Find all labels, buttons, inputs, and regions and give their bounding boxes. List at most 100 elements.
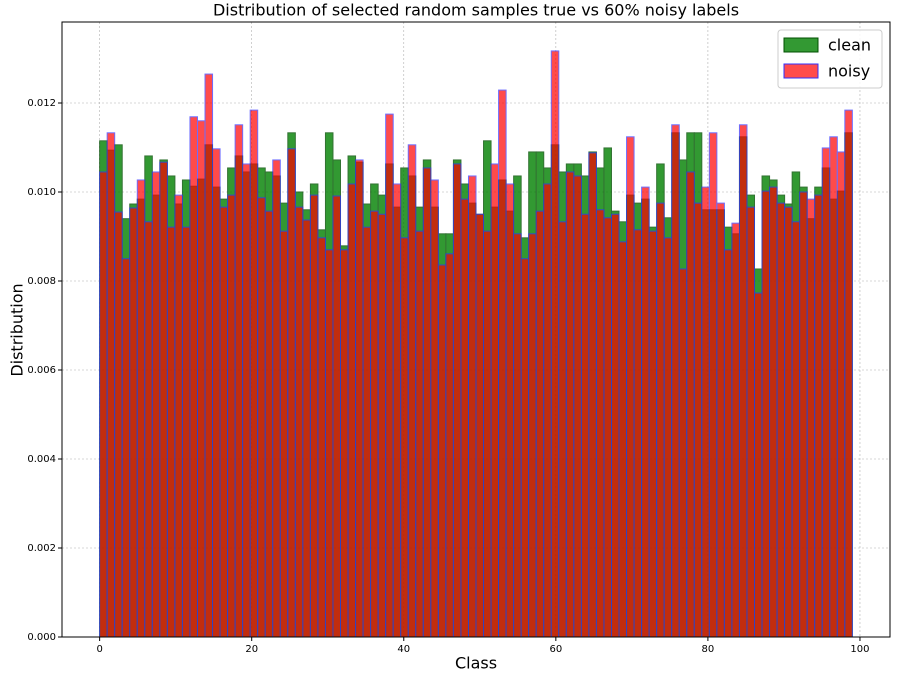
- bar: [663, 237, 673, 638]
- bar: [588, 152, 597, 638]
- bar: [641, 186, 650, 638]
- bar: [196, 120, 206, 638]
- bar: [603, 217, 612, 638]
- bar: [844, 109, 853, 638]
- bar: [234, 124, 244, 638]
- bar: [483, 230, 492, 638]
- bar: [144, 221, 153, 638]
- legend-swatch: [783, 37, 819, 53]
- x-tick-label: 40: [397, 644, 410, 655]
- y-tick-label: 0.012: [27, 98, 56, 109]
- bar: [370, 210, 379, 638]
- y-tick-label: 0.006: [27, 365, 56, 376]
- bar: [437, 264, 447, 638]
- bar: [219, 206, 229, 638]
- bar: [129, 207, 138, 638]
- bar: [784, 206, 793, 638]
- bar: [242, 163, 251, 638]
- bar: [362, 226, 372, 638]
- bar: [693, 202, 703, 638]
- bar: [166, 226, 176, 638]
- bar: [430, 179, 439, 638]
- x-tick-label: 60: [549, 644, 562, 655]
- bar: [565, 171, 575, 638]
- bar: [121, 258, 131, 638]
- bar: [347, 183, 357, 638]
- bar: [761, 190, 771, 638]
- bar: [257, 197, 266, 638]
- bar: [520, 258, 530, 638]
- x-tick-label: 20: [245, 644, 258, 655]
- bar: [738, 124, 748, 638]
- bar: [746, 206, 756, 638]
- y-axis-label: Distribution: [8, 283, 27, 376]
- bar: [610, 213, 620, 638]
- bar: [708, 132, 718, 638]
- bar: [716, 202, 725, 638]
- bar: [618, 241, 628, 638]
- bar: [400, 237, 409, 638]
- bar: [272, 159, 281, 638]
- bar: [174, 194, 183, 638]
- series: [99, 50, 853, 638]
- bar: [573, 175, 582, 638]
- bar: [415, 230, 424, 638]
- x-tick-label: 0: [96, 644, 102, 655]
- bar: [799, 191, 808, 638]
- bar: [814, 194, 823, 638]
- bar: [422, 167, 432, 638]
- bar: [355, 159, 364, 638]
- bar: [181, 226, 191, 638]
- bar: [385, 113, 394, 638]
- bar: [656, 202, 665, 638]
- bar: [159, 161, 168, 638]
- bar: [513, 233, 522, 638]
- y-tick-label: 0.008: [27, 276, 56, 287]
- bar: [550, 50, 560, 638]
- bar: [701, 186, 710, 638]
- y-tick-label: 0.002: [27, 543, 56, 554]
- bar: [528, 233, 537, 638]
- legend-label: noisy: [828, 62, 870, 81]
- bar: [407, 144, 417, 638]
- bar: [392, 183, 402, 638]
- bar: [287, 148, 296, 638]
- x-axis-label: Class: [455, 654, 497, 673]
- bar: [633, 229, 643, 638]
- bar: [626, 136, 635, 638]
- bar: [829, 136, 838, 638]
- bar: [806, 198, 816, 638]
- bar: [114, 211, 123, 638]
- bar: [99, 171, 108, 638]
- bar: [731, 222, 740, 638]
- bar: [136, 179, 146, 638]
- bar: [324, 249, 334, 638]
- bar: [836, 151, 846, 638]
- bar: [227, 194, 236, 638]
- bar: [580, 213, 590, 638]
- y-tick-label: 0.010: [27, 187, 56, 198]
- bar: [302, 219, 311, 638]
- bar: [505, 183, 515, 638]
- chart-title: Distribution of selected random samples …: [213, 1, 739, 20]
- bar: [498, 89, 507, 638]
- bar: [543, 183, 552, 638]
- bar: [106, 132, 116, 638]
- bar: [723, 249, 733, 638]
- bar: [769, 186, 778, 638]
- bar: [686, 171, 695, 638]
- bar: [204, 73, 214, 638]
- bar: [189, 116, 198, 638]
- bar: [595, 209, 605, 638]
- plot-frame: [61, 21, 891, 638]
- legend-swatch: [783, 63, 819, 79]
- bar: [475, 213, 485, 638]
- bar: [151, 171, 161, 638]
- bar: [377, 213, 387, 638]
- bar: [490, 163, 500, 638]
- bar: [648, 230, 658, 638]
- x-tick-label: 100: [850, 644, 869, 655]
- bar: [264, 210, 274, 638]
- bar: [671, 124, 680, 638]
